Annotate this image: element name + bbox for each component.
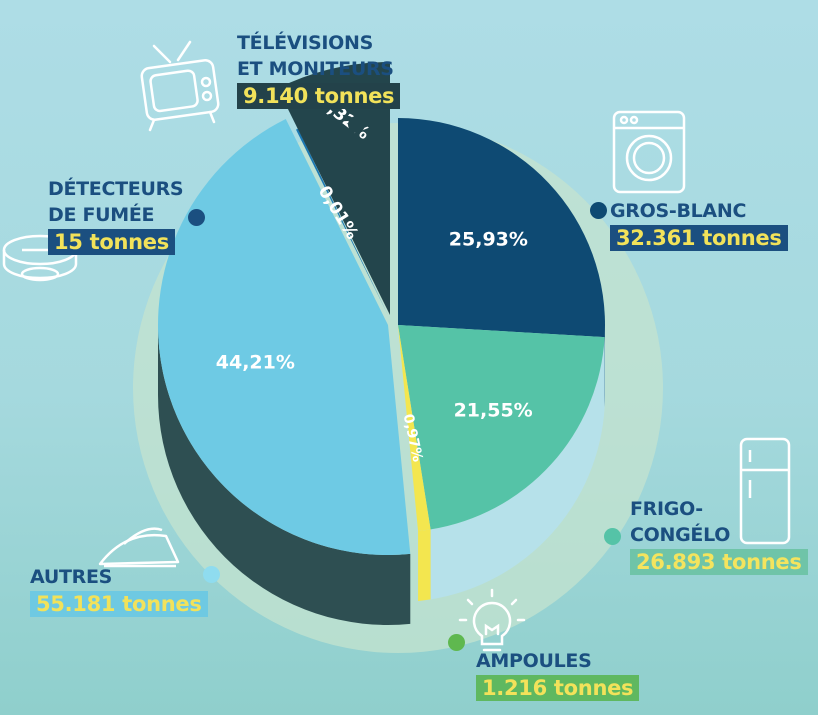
dot-ampoules bbox=[448, 634, 465, 651]
amount: 32.361 tonnes bbox=[610, 225, 788, 251]
label-detecteurs: DÉTECTEURS DE FUMÉE 15 tonnes bbox=[48, 176, 184, 257]
percent-label-gros_blanc: 25,93% bbox=[449, 228, 528, 250]
percent-label-frigo: 21,55% bbox=[454, 400, 533, 422]
label-ampoules: AMPOULES 1.216 tonnes bbox=[476, 648, 640, 703]
pie-slices bbox=[158, 62, 605, 625]
amount: 26.893 tonnes bbox=[630, 549, 808, 575]
tv-icon bbox=[140, 40, 220, 132]
category-name: AUTRES bbox=[30, 566, 113, 588]
slice-side-frigo bbox=[430, 337, 605, 600]
category-name: TÉLÉVISIONS bbox=[237, 32, 373, 54]
label-autres: AUTRES 55.181 tonnes bbox=[30, 564, 208, 619]
category-name-line2: DE FUMÉE bbox=[48, 204, 155, 226]
category-name: DÉTECTEURS bbox=[48, 178, 184, 200]
amount: 1.216 tonnes bbox=[476, 675, 640, 701]
category-name: FRIGO- bbox=[630, 498, 703, 520]
category-name-line2: ET MONITEURS bbox=[237, 58, 394, 80]
slice-frigo bbox=[398, 325, 605, 530]
fridge-icon bbox=[739, 437, 791, 545]
amount: 15 tonnes bbox=[48, 229, 175, 255]
slice-side-ampoules bbox=[418, 529, 431, 602]
slice-ampoules bbox=[398, 325, 431, 532]
dot-gros-blanc bbox=[590, 202, 607, 219]
category-name-line2: CONGÉLO bbox=[630, 524, 731, 546]
slice-detecteurs bbox=[295, 128, 388, 315]
category-name: AMPOULES bbox=[476, 650, 592, 672]
percent-label-autres: 44,21% bbox=[216, 351, 295, 373]
dot-frigo bbox=[604, 528, 621, 545]
iron-icon bbox=[98, 527, 180, 568]
slice-gros_blanc bbox=[398, 118, 605, 338]
washing-machine-icon bbox=[612, 110, 686, 194]
light-bulb-icon bbox=[458, 588, 526, 652]
label-frigo: FRIGO- CONGÉLO 26.893 tonnes bbox=[630, 496, 808, 577]
dot-detecteurs bbox=[188, 209, 205, 226]
label-televisions: TÉLÉVISIONS ET MONITEURS 9.140 tonnes bbox=[237, 30, 401, 111]
label-gros-blanc: GROS-BLANC 32.361 tonnes bbox=[610, 198, 788, 253]
category-name: GROS-BLANC bbox=[610, 200, 747, 222]
dot-autres bbox=[203, 566, 220, 583]
dot-televisions bbox=[348, 116, 365, 133]
amount: 9.140 tonnes bbox=[237, 83, 401, 109]
slice-autres bbox=[158, 118, 411, 555]
slice-side-autres bbox=[158, 325, 411, 625]
amount: 55.181 tonnes bbox=[30, 591, 208, 617]
